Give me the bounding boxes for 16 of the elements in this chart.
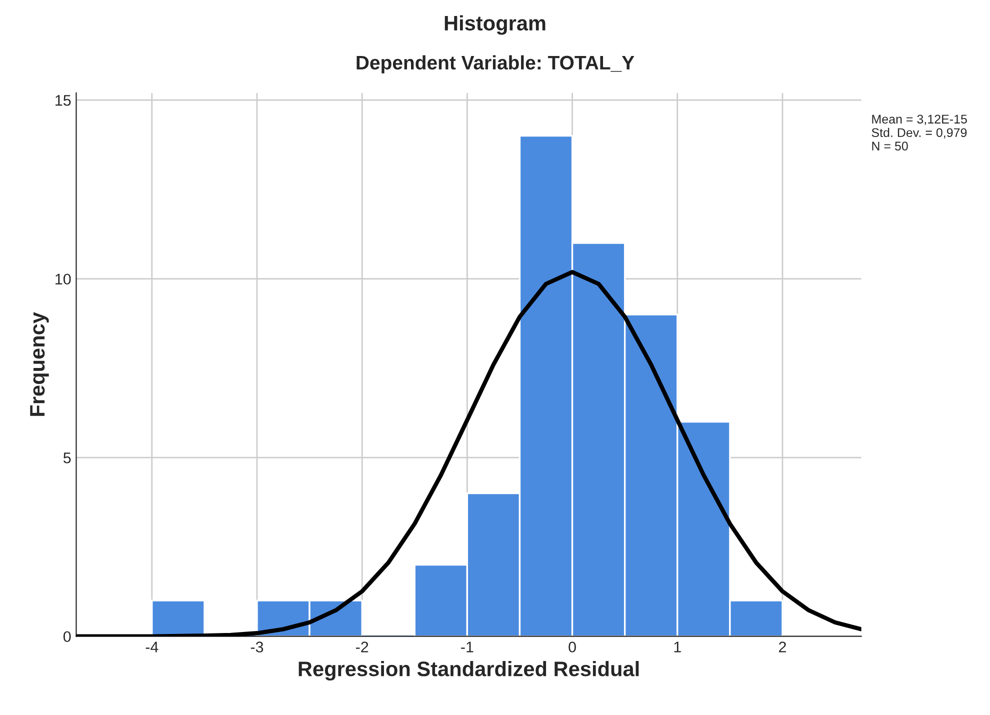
text: Mean = 3,12E-15 Std. Dev. = 0,979 N = 50 [872, 114, 967, 151]
y-tick-label: 15 [56, 95, 71, 106]
y-tick-label: 0 [63, 631, 71, 642]
x-axis-title: Regression Standardized Residual [298, 661, 639, 681]
x-tick-label: -2 [356, 642, 368, 652]
x-tick-label: 2 [779, 642, 786, 652]
y-tick-label: 5 [63, 452, 71, 464]
x-tick-label: 1 [674, 642, 681, 652]
x-tick-label: -3 [250, 642, 264, 652]
y-tick-label: 10 [56, 274, 71, 285]
x-tick-label: -4 [146, 642, 158, 652]
x-tick-label: 0 [568, 642, 576, 652]
chart-subtitle: Dependent Variable: TOTAL_Y [356, 55, 634, 74]
x-tick-label: -1 [461, 642, 474, 652]
y-axis-title: Frequency [30, 312, 49, 416]
chart-title: Histogram [444, 15, 546, 35]
